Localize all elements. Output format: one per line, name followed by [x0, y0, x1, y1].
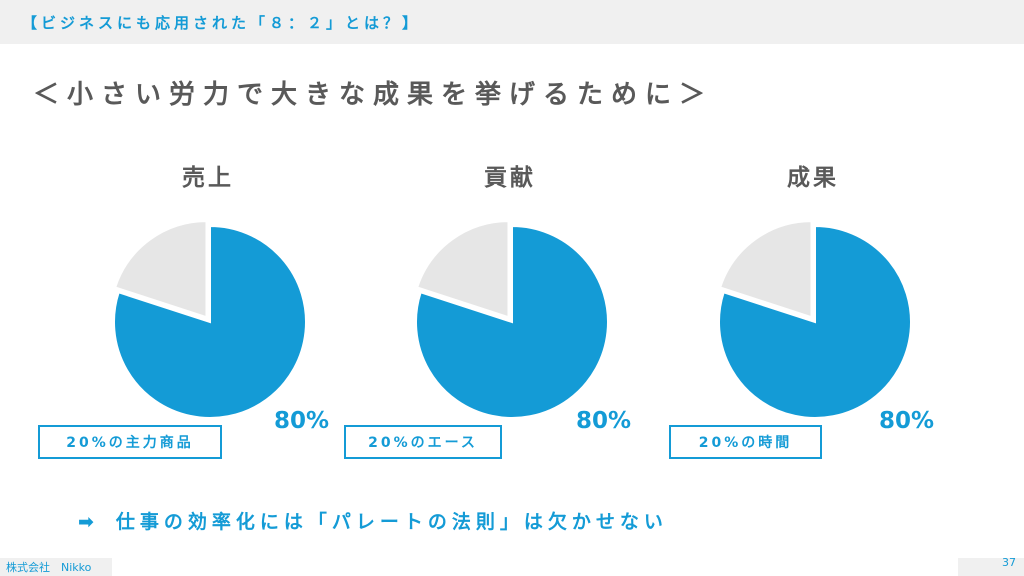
label-box-sales: 20%の主力商品 — [38, 425, 222, 459]
pie-slice-major — [718, 224, 912, 419]
pie-value-label-contribution: 80% — [576, 408, 632, 434]
chart-title-contribution: 貢献 — [484, 165, 536, 191]
conclusion-text: 仕事の効率化には「パレートの法則」は欠かせない — [115, 511, 668, 533]
pie-slice-minor — [415, 220, 510, 319]
footer-divider — [112, 558, 958, 576]
header-bar — [0, 0, 1024, 44]
pie-slice-major — [415, 224, 609, 419]
pie-chart-contribution — [415, 220, 609, 419]
pie-chart-sales — [113, 220, 307, 419]
pie-slice-minor — [718, 220, 813, 319]
chart-title-results: 成果 — [787, 165, 839, 191]
label-box-contribution: 20%のエース — [344, 425, 502, 459]
pie-chart-results — [718, 220, 912, 419]
pie-value-label-sales: 80% — [274, 408, 330, 434]
page-number: 37 — [1002, 556, 1016, 569]
right-arrow-icon: ➡ — [78, 511, 94, 533]
slide-header-title: 【ビジネスにも応用された「８：２」とは？】 — [22, 14, 422, 32]
pie-slice-minor — [113, 220, 208, 319]
pie-value-label-results: 80% — [879, 408, 935, 434]
label-box-results: 20%の時間 — [669, 425, 822, 459]
slide-subtitle: ＜小さい労力で大きな成果を挙げるために＞ — [33, 80, 714, 110]
conclusion-line: ➡ 仕事の効率化には「パレートの法則」は欠かせない — [78, 507, 668, 534]
footer-company-name: 株式会社 Nikko — [6, 561, 92, 574]
pie-slice-major — [113, 224, 307, 419]
chart-title-sales: 売上 — [182, 165, 234, 191]
